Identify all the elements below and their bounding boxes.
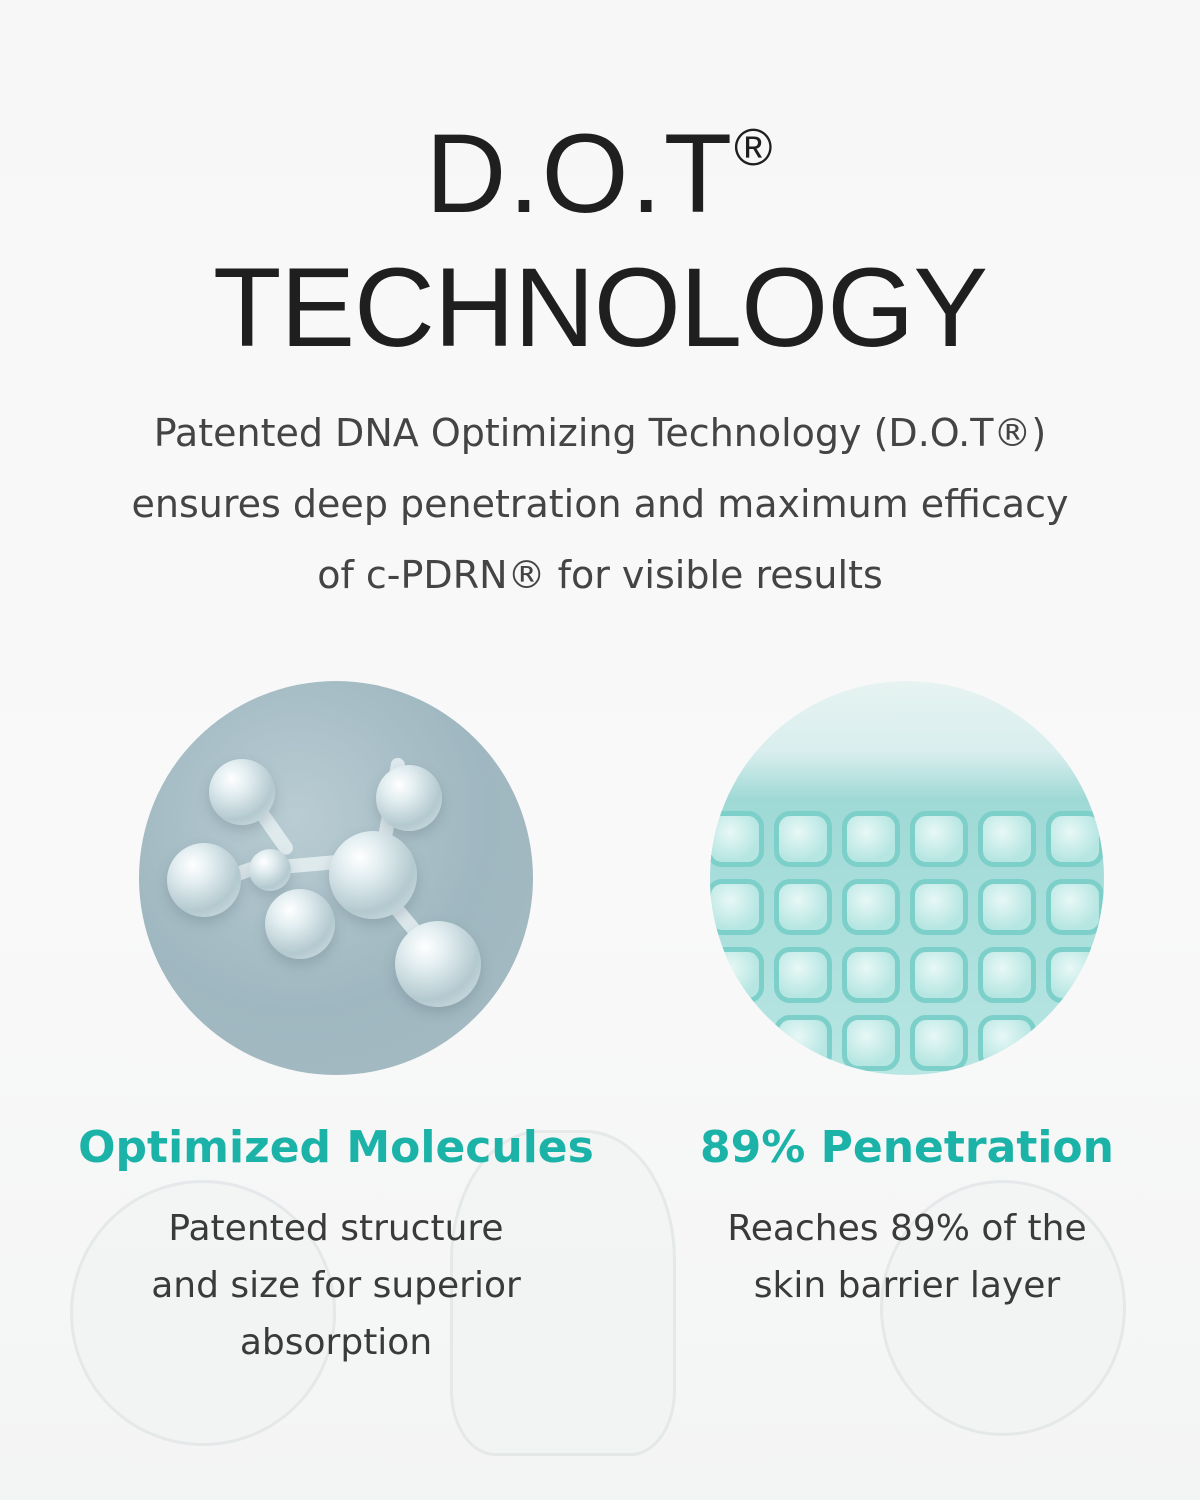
title-line-1: D.O.T® bbox=[425, 111, 775, 236]
background-flask bbox=[450, 1130, 676, 1456]
title-line-2: TECHNOLOGY bbox=[212, 245, 988, 370]
subtitle: Patented DNA Optimizing Technology (D.O.… bbox=[131, 411, 1069, 597]
cell-shape bbox=[910, 1015, 968, 1071]
cell-shape bbox=[710, 947, 764, 1003]
cell-shape bbox=[978, 1015, 1036, 1071]
registered-mark: ® bbox=[734, 119, 775, 177]
cell-shape bbox=[842, 879, 900, 935]
cell-shape bbox=[842, 811, 900, 867]
cell-shape bbox=[842, 1015, 900, 1071]
cell-shape bbox=[978, 811, 1036, 867]
background-flask bbox=[70, 1180, 336, 1446]
cell-shape bbox=[710, 879, 764, 935]
cell-shape bbox=[910, 879, 968, 935]
cell-shape bbox=[774, 879, 832, 935]
cell-shape bbox=[1046, 1015, 1104, 1071]
cell-shape bbox=[1046, 947, 1104, 1003]
cell-shape bbox=[1046, 811, 1104, 867]
cell-shape bbox=[774, 811, 832, 867]
molecule-image bbox=[139, 681, 533, 1075]
cell-shape bbox=[710, 1015, 764, 1071]
feature-title: 89% Penetration bbox=[700, 1122, 1114, 1173]
cell-shape bbox=[978, 879, 1036, 935]
cell-shape bbox=[774, 1015, 832, 1071]
cell-shape bbox=[1046, 879, 1104, 935]
cell-shape bbox=[910, 811, 968, 867]
cell-grid-image bbox=[710, 681, 1104, 1075]
cell-shape bbox=[842, 947, 900, 1003]
feature-title: Optimized Molecules bbox=[78, 1122, 594, 1173]
feature-description: Patented structure and size for superior… bbox=[151, 1208, 521, 1363]
cell-shape bbox=[774, 947, 832, 1003]
feature-description: Reaches 89% of the skin barrier layer bbox=[727, 1208, 1087, 1306]
cell-shape bbox=[710, 811, 764, 867]
cell-shape bbox=[910, 947, 968, 1003]
cell-shape bbox=[978, 947, 1036, 1003]
background-flask bbox=[880, 1180, 1126, 1436]
